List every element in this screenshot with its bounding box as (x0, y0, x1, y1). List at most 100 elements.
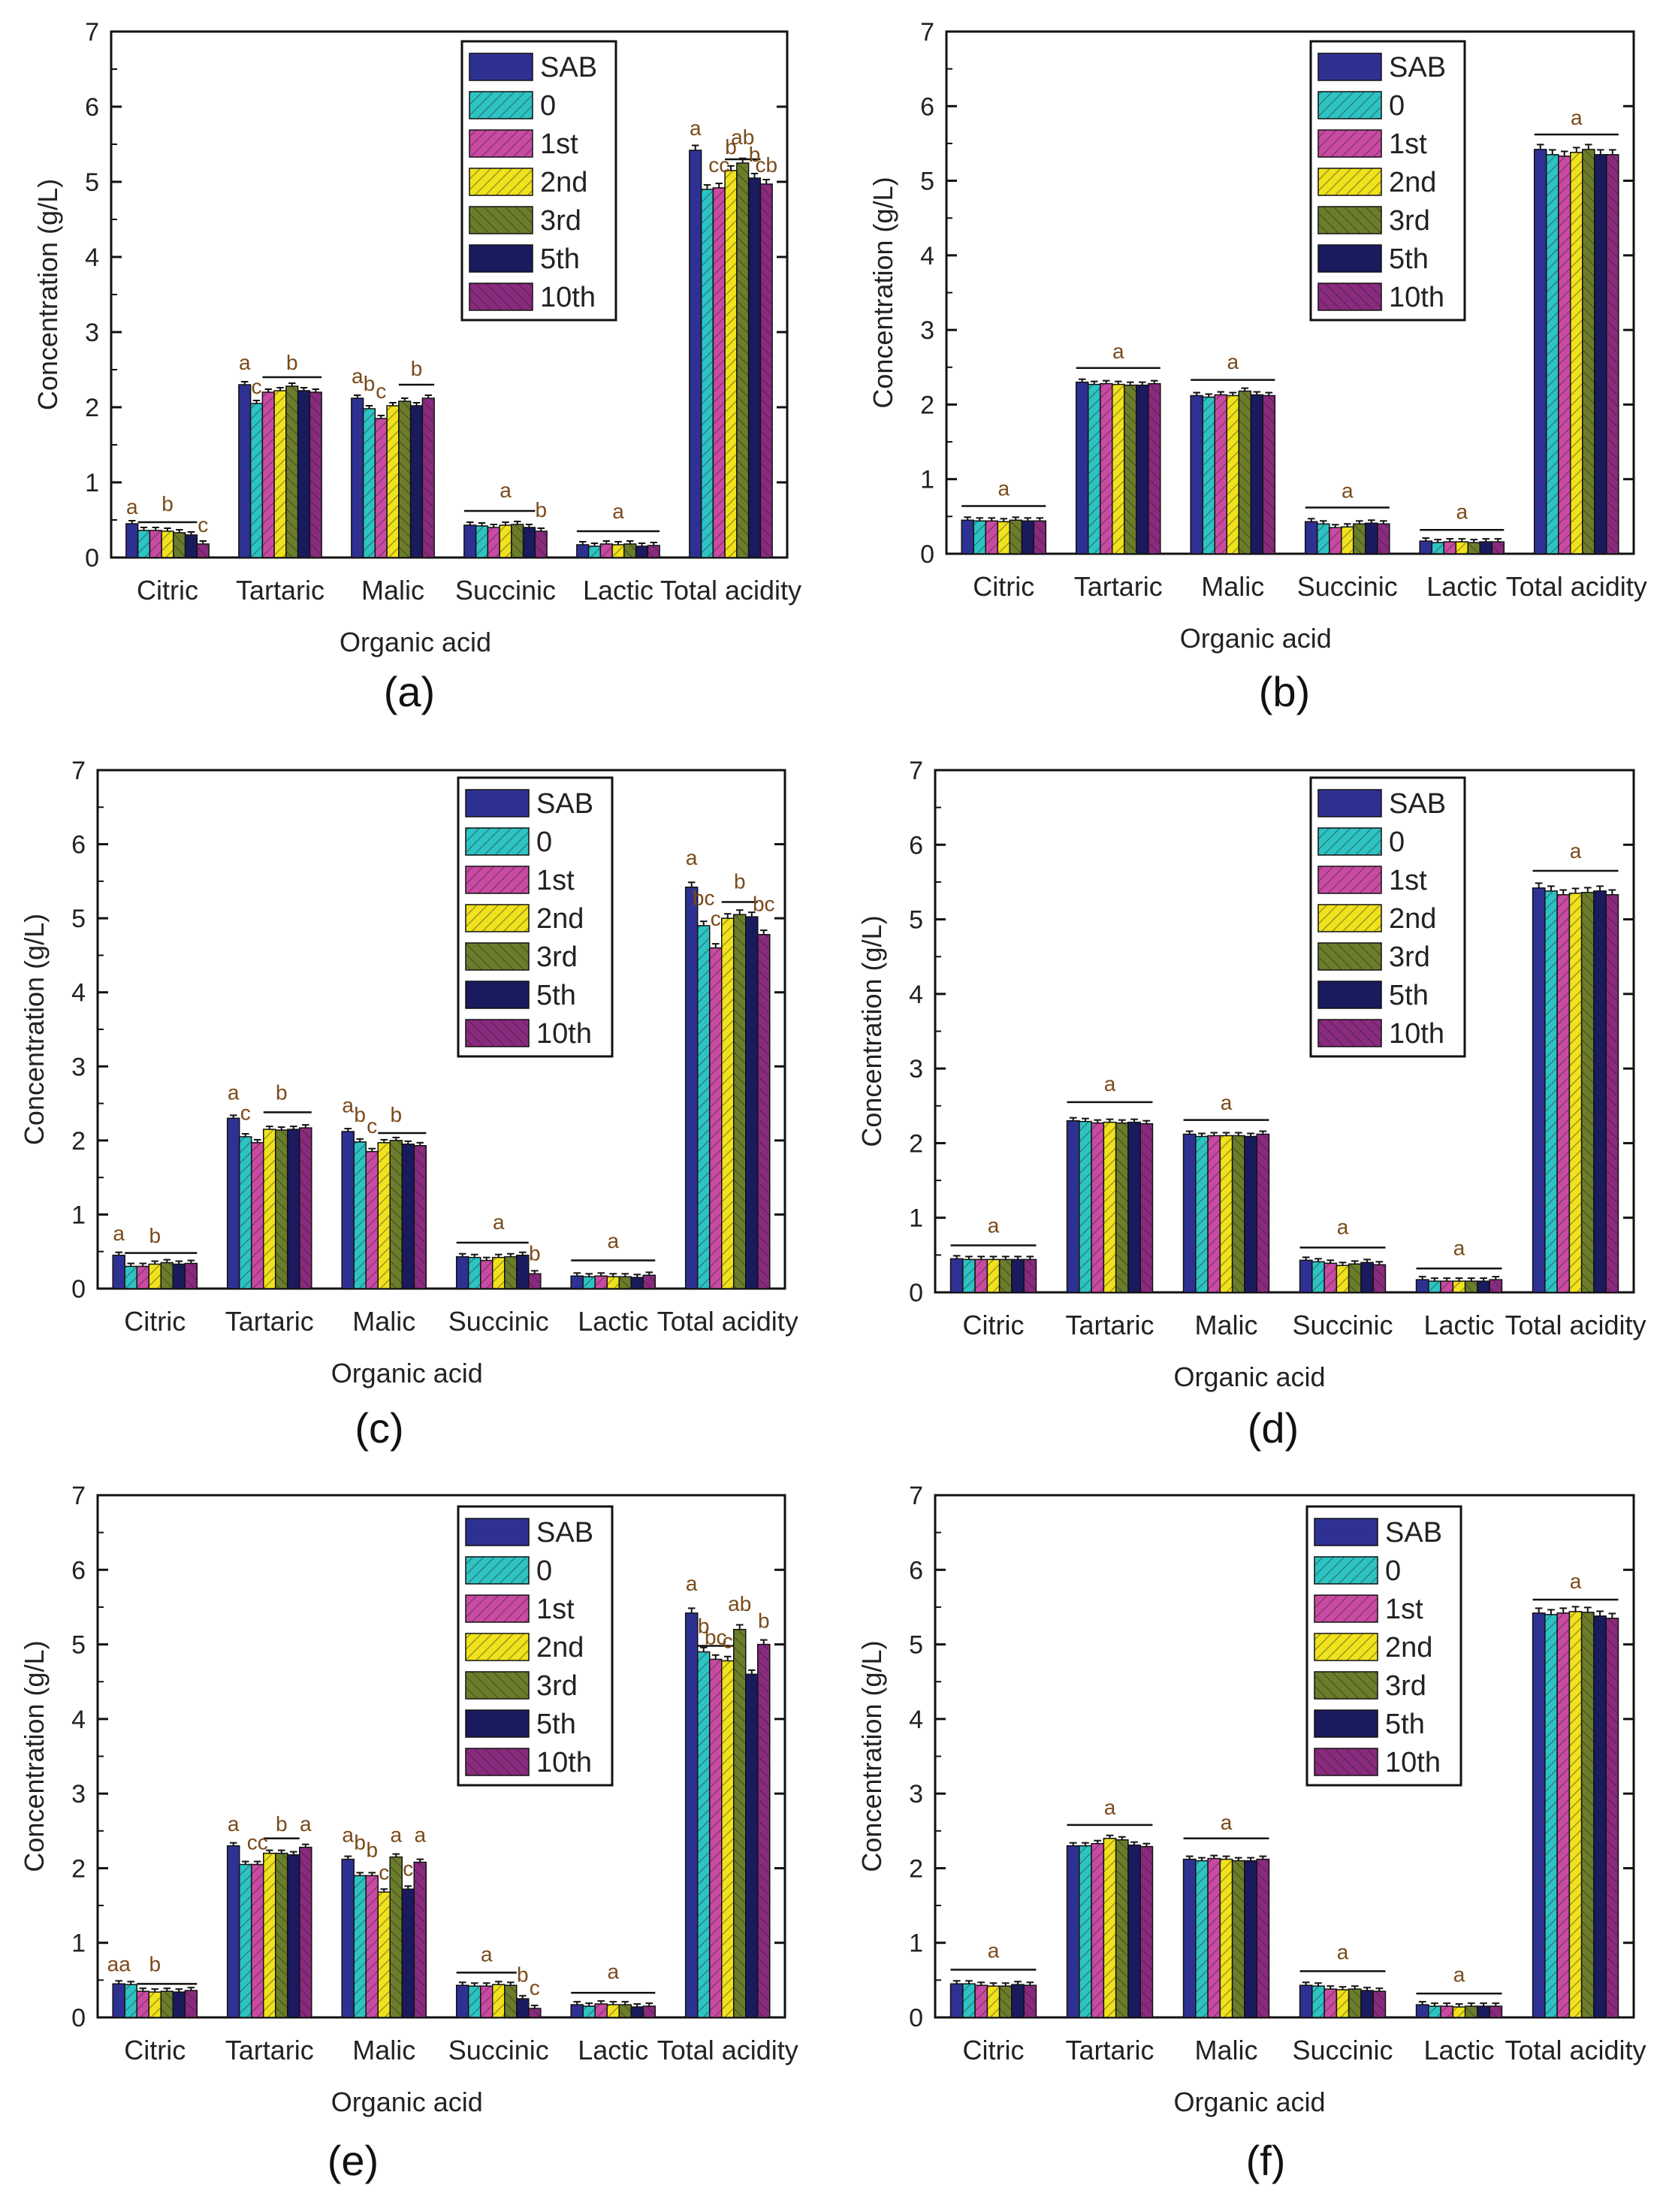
plot-frame (934, 1494, 1635, 2019)
bar-hatch (1581, 892, 1594, 1292)
bar-hatch (185, 1990, 198, 2017)
significance-label: a (390, 1824, 402, 1847)
x-tick-label: Malic (1194, 1310, 1257, 1340)
legend-swatch-hatch (466, 1557, 529, 1584)
significance-label: a (239, 351, 251, 374)
bar (1011, 1984, 1025, 2018)
legend-label: 1st (536, 1594, 575, 1625)
bar (112, 1254, 125, 1289)
bar-hatch (480, 1260, 493, 1289)
y-tick-label: 6 (909, 831, 923, 860)
significance-label: b (354, 1831, 366, 1854)
bar-hatch (375, 419, 388, 558)
bar (1244, 1135, 1257, 1293)
x-tick-label: Succinic (455, 575, 556, 606)
legend-swatch (1317, 53, 1382, 81)
legend-swatch-hatch (466, 905, 529, 932)
bar-hatch (1489, 2006, 1502, 2017)
significance-label: a (1570, 1570, 1582, 1593)
legend-swatch-hatch (1318, 92, 1381, 119)
bar-hatch (733, 914, 746, 1289)
bar-hatch (1373, 1991, 1386, 2017)
bar-hatch (1606, 1618, 1619, 2017)
x-tick-label: Total acidity (1505, 1310, 1646, 1340)
bar-hatch (299, 1847, 312, 2017)
bar-hatch (285, 386, 298, 558)
legend-swatch (465, 981, 530, 1009)
significance-label: cc (708, 153, 729, 177)
y-tick-label: 2 (909, 1854, 923, 1883)
y-tick-label: 7 (85, 18, 99, 47)
bar-hatch (1010, 520, 1022, 554)
legend-swatch-hatch (1318, 866, 1381, 893)
legend-label: 3rd (1389, 941, 1430, 973)
bar (1593, 1615, 1607, 2018)
y-tick-label: 5 (909, 906, 923, 935)
bar-hatch (1024, 1259, 1037, 1292)
bar (1250, 394, 1264, 555)
significance-label: a (1342, 479, 1354, 503)
bar-hatch (1441, 1281, 1453, 1292)
legend-label: 10th (540, 282, 596, 313)
bar-hatch (1432, 542, 1444, 554)
significance-label: c (530, 1976, 540, 1999)
bar-hatch (390, 1140, 403, 1289)
significance-label: a (342, 1093, 354, 1117)
bar (1190, 394, 1203, 555)
significance-label: a (1453, 1963, 1465, 1986)
significance-label: a (1227, 350, 1239, 373)
bar (341, 1858, 355, 2018)
bar-hatch (500, 525, 512, 558)
legend-swatch-hatch (466, 866, 529, 893)
bar-hatch (1544, 1614, 1558, 2017)
y-tick-label: 6 (71, 831, 86, 860)
significance-label: a (1570, 839, 1582, 863)
bar (238, 384, 252, 558)
bar (401, 1144, 415, 1289)
legend-label: 1st (536, 865, 575, 896)
y-tick-label: 7 (71, 757, 86, 785)
bar-hatch (1373, 1265, 1386, 1292)
x-tick-label: Lactic (1426, 571, 1497, 602)
bar-hatch (725, 171, 737, 558)
bar (1419, 540, 1432, 555)
bar-hatch (1428, 1281, 1441, 1292)
bar-hatch (137, 1991, 149, 2017)
bar (1365, 522, 1378, 555)
bar-hatch (721, 1661, 734, 2017)
bar (961, 519, 974, 555)
significance-label: a (1337, 1216, 1349, 1239)
bar-hatch (387, 406, 399, 558)
legend-swatch-hatch (466, 1633, 529, 1661)
significance-label: b (734, 870, 746, 893)
bar-hatch (1034, 521, 1046, 554)
bar-hatch (1353, 524, 1366, 554)
bar-hatch (125, 1266, 137, 1289)
legend-label: SAB (1389, 52, 1446, 83)
y-tick-label: 3 (71, 1053, 86, 1081)
legend-swatch (1317, 981, 1382, 1009)
y-tick-label: 1 (909, 1929, 923, 1958)
y-axis-label: Concentration (g/L) (856, 915, 887, 1147)
bar-hatch (1220, 1859, 1233, 2017)
bar-hatch (985, 521, 998, 554)
legend-label: SAB (1385, 1517, 1442, 1549)
bar-hatch (713, 188, 726, 558)
bar (1127, 1121, 1141, 1293)
bar (516, 1254, 530, 1289)
bar-hatch (535, 531, 548, 558)
bar-hatch (1606, 154, 1619, 555)
significance-label: b (698, 1615, 710, 1638)
significance-label: a (228, 1812, 240, 1836)
y-tick-label: 4 (71, 979, 86, 1008)
y-tick-label: 5 (71, 905, 86, 933)
bar-hatch (1336, 1265, 1349, 1292)
bar (745, 916, 759, 1289)
legend-label: 5th (536, 980, 576, 1011)
legend-swatch-hatch (1318, 207, 1381, 234)
bar-hatch (1208, 1858, 1221, 2017)
bar-hatch (1581, 1612, 1594, 2017)
significance-label: b (535, 498, 547, 521)
bar (287, 1854, 300, 2018)
x-tick-label: Malic (352, 1306, 415, 1337)
